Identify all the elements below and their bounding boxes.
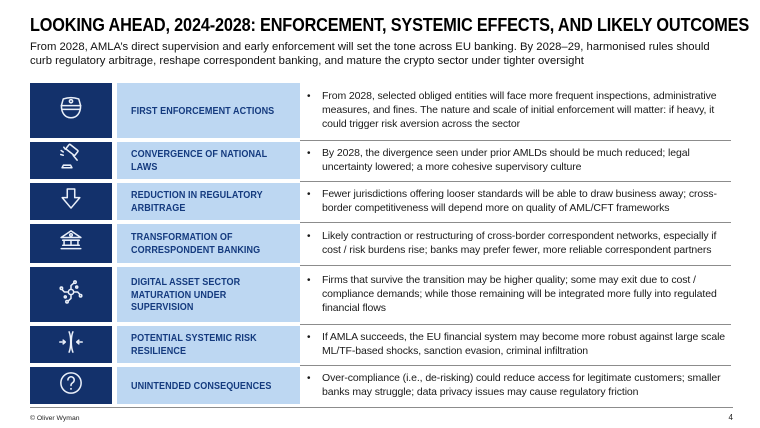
gavel-icon	[55, 142, 87, 179]
row-bullet-text: By 2028, the divergence seen under prior…	[322, 147, 690, 173]
slide-footer: © Oliver Wyman 4	[30, 413, 733, 422]
circuit-icon	[55, 276, 87, 313]
row-bullet-text: Over-compliance (i.e., de-risking) could…	[322, 372, 721, 398]
row-label: POTENTIAL SYSTEMIC RISK RESILIENCE	[131, 332, 257, 357]
table-row: FIRST ENFORCEMENT ACTIONS • From 2028, s…	[30, 83, 733, 142]
row-bullet-item: • If AMLA succeeds, the EU financial sys…	[300, 331, 729, 359]
table-row: DIGITAL ASSET SECTOR MATURATION UNDER SU…	[30, 267, 733, 326]
row-bullet-item: • Fewer jurisdictions offering looser st…	[300, 188, 729, 216]
police-cap-icon-cell	[30, 83, 112, 139]
bullet-glyph: •	[307, 231, 311, 243]
footer-divider	[30, 407, 733, 409]
page-title: LOOKING AHEAD, 2024-2028: ENFORCEMENT, S…	[30, 14, 750, 35]
bullet-glyph: •	[307, 332, 311, 344]
bullet-glyph: •	[307, 373, 311, 385]
row-bullet-text: Likely contraction or restructuring of c…	[322, 230, 717, 256]
row-bullet-text: Firms that survive the transition may be…	[322, 274, 717, 314]
row-label: CONVERGENCE OF NATIONAL LAWS	[131, 148, 268, 173]
row-bullet-item: • Firms that survive the transition may …	[300, 274, 729, 316]
question-mark-icon-cell	[30, 367, 112, 405]
table-row: REDUCTION IN REGULATORY ARBITRAGE • Fewe…	[30, 183, 733, 224]
table-row: UNINTENDED CONSEQUENCES • Over-complianc…	[30, 367, 733, 405]
row-label: DIGITAL ASSET SECTOR MATURATION UNDER SU…	[131, 276, 241, 314]
row-bullet-item: • From 2028, selected obliged entities w…	[300, 90, 729, 132]
row-label: FIRST ENFORCEMENT ACTIONS	[131, 104, 275, 117]
page-subtitle: From 2028, AMLA’s direct supervision and…	[30, 41, 710, 68]
table-row: POTENTIAL SYSTEMIC RISK RESILIENCE • If …	[30, 326, 733, 367]
row-bullet-text: If AMLA succeeds, the EU financial syste…	[322, 331, 726, 357]
page-number: 4	[728, 413, 733, 423]
row-bullet-item: • By 2028, the divergence seen under pri…	[300, 147, 729, 175]
row-bullet-text: Fewer jurisdictions offering looser stan…	[322, 188, 717, 214]
bullet-glyph: •	[307, 148, 311, 160]
down-arrow-icon-cell	[30, 183, 112, 221]
gavel-icon-cell	[30, 142, 112, 180]
bullet-glyph: •	[307, 91, 311, 103]
police-cap-icon	[55, 92, 87, 129]
question-mark-icon	[55, 367, 87, 404]
copyright-label: © Oliver Wyman	[30, 415, 80, 423]
converging-arrows-icon	[55, 326, 87, 363]
row-label: REDUCTION IN REGULATORY ARBITRAGE	[131, 189, 263, 214]
circuit-icon-cell	[30, 267, 112, 323]
converging-arrows-icon-cell	[30, 326, 112, 364]
down-arrow-icon	[55, 183, 87, 220]
table-row: TRANSFORMATION OF CORRESPONDENT BANKING …	[30, 224, 733, 267]
bank-icon-cell	[30, 224, 112, 264]
row-bullet-item: • Over-compliance (i.e., de-risking) cou…	[300, 372, 729, 400]
row-label: UNINTENDED CONSEQUENCES	[131, 379, 272, 392]
bullet-glyph: •	[307, 275, 311, 287]
slide-header: LOOKING AHEAD, 2024-2028: ENFORCEMENT, S…	[0, 0, 760, 68]
bank-icon	[55, 225, 87, 262]
outcomes-table: FIRST ENFORCEMENT ACTIONS • From 2028, s…	[30, 83, 733, 405]
bullet-glyph: •	[307, 189, 311, 201]
row-label: TRANSFORMATION OF CORRESPONDENT BANKING	[131, 231, 261, 256]
table-row: CONVERGENCE OF NATIONAL LAWS • By 2028, …	[30, 142, 733, 183]
row-bullet-text: From 2028, selected obliged entities wil…	[322, 90, 717, 130]
row-bullet-item: • Likely contraction or restructuring of…	[300, 230, 729, 258]
